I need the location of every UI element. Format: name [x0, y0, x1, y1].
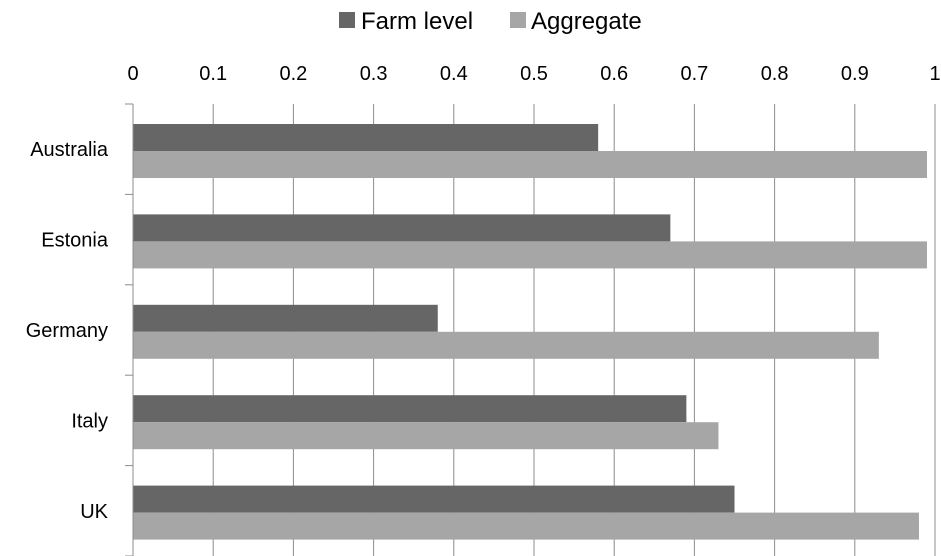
legend: Farm level Aggregate — [339, 8, 642, 35]
legend-swatch-farm-level — [339, 12, 355, 28]
y-tick-label-australia: Australia — [30, 139, 109, 161]
x-tick-label-0-8: 0.8 — [761, 63, 789, 85]
y-axis-labels: Australia Estonia Germany Italy UK — [26, 139, 109, 523]
x-tick-label-0-1: 0.1 — [199, 63, 227, 85]
y-tick-label-estonia: Estonia — [41, 230, 109, 252]
gridlines — [132, 104, 936, 556]
legend-label-farm-level: Farm level — [361, 8, 473, 35]
bar-australia-aggregate — [133, 151, 927, 178]
x-tick-label-0-3: 0.3 — [360, 63, 388, 85]
x-tick-label-0-7: 0.7 — [680, 63, 708, 85]
bar-italy-aggregate — [133, 422, 719, 450]
x-tick-label-1: 1 — [929, 63, 940, 85]
y-tick-label-germany: Germany — [26, 320, 108, 342]
x-tick-label-0-2: 0.2 — [279, 63, 307, 85]
bar-germany-aggregate — [133, 331, 879, 359]
legend-label-aggregate: Aggregate — [531, 8, 642, 35]
bars — [133, 124, 927, 540]
y-axis — [125, 103, 134, 556]
x-tick-label-0: 0 — [127, 63, 138, 85]
bar-uk-farm-level — [133, 485, 735, 513]
x-tick-label-0-6: 0.6 — [600, 63, 628, 85]
bar-australia-farm-level — [133, 124, 599, 151]
bar-estonia-farm-level — [133, 214, 671, 242]
y-tick-label-italy: Italy — [71, 410, 108, 432]
legend-swatch-aggregate — [510, 12, 526, 28]
bar-germany-farm-level — [133, 304, 438, 332]
y-tick-label-uk: UK — [80, 501, 108, 523]
x-tick-label-0-4: 0.4 — [440, 63, 468, 85]
bar-italy-farm-level — [133, 395, 687, 423]
bar-estonia-aggregate — [133, 241, 927, 269]
bar-uk-aggregate — [133, 512, 919, 540]
x-axis-ticks: 0 0.1 0.2 0.3 0.4 0.5 0.6 0.7 0.8 0.9 1 — [127, 63, 940, 85]
x-tick-label-0-9: 0.9 — [841, 63, 869, 85]
x-tick-label-0-5: 0.5 — [520, 63, 548, 85]
